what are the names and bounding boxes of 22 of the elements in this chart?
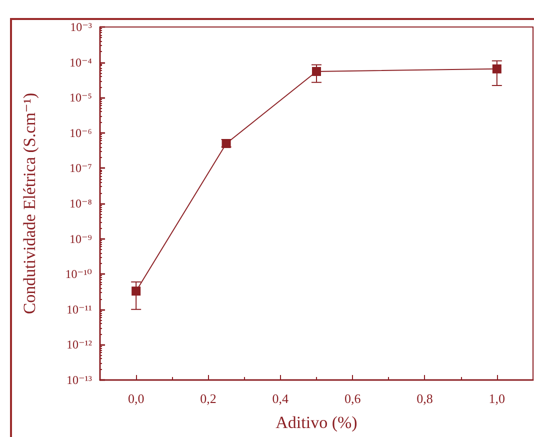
y-tick-label: 10⁻⁹ (69, 232, 92, 246)
point (132, 286, 141, 296)
y-tick-label: 10⁻⁶ (69, 126, 92, 140)
point (492, 64, 502, 74)
y-axis-title: Condutividade Elétrica (S.cm⁻¹) (20, 92, 39, 314)
x-axis-title: Aditivo (%) (276, 413, 358, 432)
y-tick-label: 10⁻³ (70, 20, 92, 34)
y-tick-label: 10⁻⁸ (69, 196, 92, 210)
x-tick-label: 0,6 (344, 391, 362, 406)
y-tick-label: 10⁻⁷ (69, 161, 92, 176)
y-tick-label: 10⁻¹⁰ (65, 267, 92, 282)
y-tick-label: 10⁻⁵ (69, 90, 92, 105)
y-tick-label: 10⁻¹² (66, 338, 92, 352)
x-tick-label: 0,8 (416, 391, 433, 406)
x-tick-label: 1,0 (488, 391, 506, 406)
y-tick-label: 10⁻¹¹ (66, 302, 92, 316)
x-tick-label: 0,0 (128, 391, 144, 406)
y-tick-label: 10⁻¹³ (66, 373, 92, 387)
x-tick-label: 0,4 (272, 391, 290, 406)
point (312, 66, 321, 76)
y-tick-label: 10⁻⁴ (69, 55, 92, 70)
x-tick-label: 0,2 (200, 391, 216, 406)
